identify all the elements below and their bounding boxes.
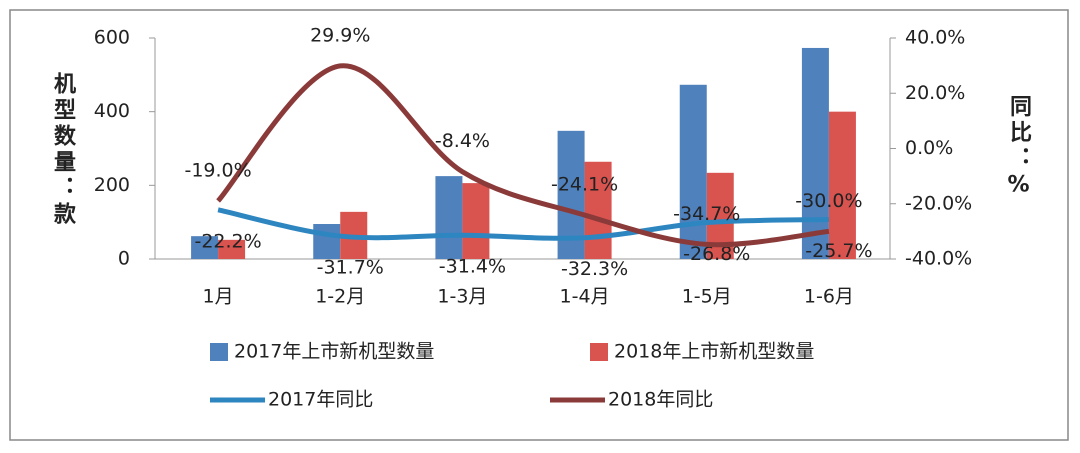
data-label: -8.4%: [435, 130, 490, 152]
data-label: -32.3%: [561, 258, 628, 280]
y2-tick-label: 20.0%: [905, 82, 965, 104]
y2-tick-label: 40.0%: [905, 27, 965, 49]
data-label: -31.4%: [439, 256, 506, 278]
legend-label: 2017年上市新机型数量: [234, 341, 434, 363]
y-axis-label: 机型数量：款: [50, 72, 76, 228]
y-tick-label: 200: [94, 174, 130, 196]
x-tick-label: 1月: [203, 286, 234, 308]
legend-swatch: [590, 343, 608, 361]
data-label: 29.9%: [310, 24, 370, 46]
data-label: -19.0%: [184, 159, 251, 181]
frame: [9, 9, 1069, 441]
x-tick-label: 1-5月: [682, 286, 732, 308]
bar: [191, 236, 219, 259]
bar: [462, 183, 490, 259]
data-label: -34.7%: [673, 203, 740, 225]
y-tick-label: 400: [94, 100, 130, 122]
x-tick-label: 1-6月: [804, 286, 854, 308]
x-tick-label: 1-3月: [437, 286, 487, 308]
legend-label: 2018年同比: [608, 389, 713, 411]
line: [216, 63, 830, 248]
y-tick-label: 600: [94, 27, 130, 49]
y2-tick-label: 0.0%: [905, 137, 953, 159]
data-label: -26.8%: [683, 243, 750, 265]
y-tick-label: 0: [118, 248, 130, 270]
bar: [435, 176, 463, 259]
bar: [218, 239, 246, 259]
data-label: -22.2%: [194, 230, 261, 252]
bar: [801, 47, 829, 259]
line: [217, 207, 829, 241]
data-label: -25.7%: [805, 240, 872, 262]
bar: [313, 224, 341, 259]
bar: [584, 161, 612, 259]
x-tick-label: 1-4月: [560, 286, 610, 308]
legend-label: 2017年同比: [268, 389, 373, 411]
data-label: -30.0%: [795, 190, 862, 212]
legend-label: 2018年上市新机型数量: [614, 341, 814, 363]
legend-swatch: [210, 343, 228, 361]
data-label: -31.7%: [317, 257, 384, 279]
bar: [828, 111, 856, 260]
y2-axis-label: 同比：%: [1006, 95, 1031, 202]
y2-tick-label: -20.0%: [905, 192, 972, 214]
y2-tick-label: -40.0%: [905, 248, 972, 270]
data-label: -24.1%: [551, 174, 618, 196]
x-tick-label: 1-2月: [315, 286, 365, 308]
bar: [679, 84, 707, 259]
